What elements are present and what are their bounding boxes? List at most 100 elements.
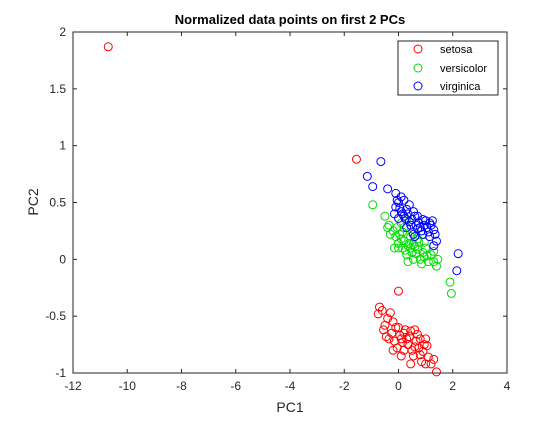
y-tick-label: 2 [59, 25, 66, 39]
data-point-versicolor [445, 277, 455, 287]
x-axis-label: PC1 [276, 399, 303, 415]
data-point-virginica [396, 192, 406, 202]
chart-title: Normalized data points on first 2 PCs [175, 12, 405, 27]
data-point-versicolor [399, 223, 409, 233]
data-point-versicolor [431, 261, 441, 271]
data-point-versicolor [396, 234, 406, 244]
data-point-virginica [368, 182, 378, 192]
data-point-versicolor [389, 243, 399, 253]
y-tick-label: 0 [59, 252, 66, 266]
data-point-virginica [425, 232, 435, 242]
data-point-setosa [388, 345, 398, 355]
series-virginica [362, 157, 463, 276]
data-point-virginica [402, 204, 412, 214]
x-tick-label: -4 [285, 379, 296, 393]
data-point-setosa [406, 359, 416, 369]
y-tick-label: -0.5 [45, 309, 66, 323]
data-point-versicolor [429, 257, 439, 267]
data-point-virginica [402, 223, 412, 233]
data-point-setosa [408, 351, 418, 361]
data-point-setosa [399, 345, 409, 355]
data-point-setosa [375, 302, 385, 312]
legend-label-virginica: virginica [440, 81, 481, 93]
legend-label-versicolor: versicolor [440, 63, 487, 75]
x-tick-label: -6 [230, 379, 241, 393]
series-setosa [103, 42, 441, 377]
data-point-virginica [391, 202, 401, 212]
legend: setosa versicolor virginica [397, 40, 499, 96]
data-point-virginica [394, 198, 403, 207]
legend-marker-setosa [413, 44, 423, 54]
y-tick-label: 1 [59, 139, 66, 153]
data-point-setosa [385, 308, 395, 318]
data-point-setosa [421, 334, 431, 344]
data-point-setosa [404, 332, 414, 342]
data-point-setosa [426, 359, 436, 369]
data-point-versicolor [429, 246, 439, 256]
data-point-setosa [410, 342, 420, 352]
data-point-virginica [404, 200, 414, 210]
data-point-virginica [425, 218, 435, 228]
y-tick-label: -1 [55, 366, 66, 380]
x-tick-label: -12 [64, 379, 82, 393]
data-point-setosa [394, 286, 403, 296]
data-point-versicolor [446, 288, 456, 298]
data-point-setosa [400, 325, 410, 335]
data-point-setosa [429, 354, 439, 364]
x-tick-label: -10 [119, 379, 137, 393]
data-point-versicolor [380, 211, 390, 221]
data-point-setosa [422, 341, 432, 351]
data-point-virginica [429, 225, 439, 235]
data-point-versicolor [403, 241, 413, 251]
data-point-versicolor [368, 200, 378, 210]
data-point-virginica [419, 220, 429, 230]
data-point-virginica [429, 241, 439, 251]
data-point-setosa [396, 351, 406, 361]
y-axis-label: PC2 [25, 188, 41, 215]
data-point-virginica [418, 229, 428, 239]
data-point-versicolor [402, 250, 412, 260]
x-axis-ticks: -12 -10 -8 -6 -4 -2 0 2 4 [64, 32, 511, 393]
data-point-virginica [430, 229, 440, 239]
y-axis-ticks: -1 -0.5 0 0.5 1 1.5 2 [45, 25, 507, 380]
data-point-setosa [380, 320, 390, 330]
x-tick-label: -8 [176, 379, 187, 393]
x-tick-label: 4 [504, 379, 511, 393]
data-point-setosa [373, 309, 383, 319]
data-point-virginica [410, 211, 420, 221]
data-point-versicolor [394, 243, 403, 253]
data-point-setosa [384, 334, 394, 344]
data-point-virginica [431, 236, 441, 246]
data-point-virginica [426, 220, 436, 230]
data-point-versicolor [403, 257, 413, 267]
data-point-virginica [408, 229, 418, 239]
legend-label-setosa: setosa [440, 44, 473, 56]
data-point-setosa [412, 329, 422, 339]
data-point-setosa [431, 367, 441, 377]
data-point-virginica [453, 249, 463, 259]
legend-box [397, 40, 499, 96]
data-point-versicolor [406, 232, 416, 242]
data-point-virginica [427, 216, 437, 226]
data-point-setosa [402, 334, 412, 344]
legend-marker-virginica [413, 81, 423, 91]
x-tick-label: 2 [449, 379, 456, 393]
data-point-versicolor [408, 254, 418, 264]
x-tick-label: 0 [395, 379, 402, 393]
data-point-setosa [103, 42, 113, 52]
points-layer [103, 42, 463, 377]
data-point-virginica [410, 232, 420, 242]
data-point-virginica [376, 157, 386, 167]
data-point-setosa [391, 323, 401, 333]
data-point-setosa [421, 359, 431, 369]
x-tick-label: -2 [339, 379, 350, 393]
data-point-setosa [351, 154, 361, 164]
legend-marker-versicolor [413, 63, 423, 73]
y-tick-label: 0.5 [49, 196, 66, 210]
data-point-versicolor [422, 251, 432, 261]
data-point-versicolor [400, 245, 410, 255]
data-point-versicolor [395, 229, 405, 239]
data-point-setosa [415, 334, 425, 344]
